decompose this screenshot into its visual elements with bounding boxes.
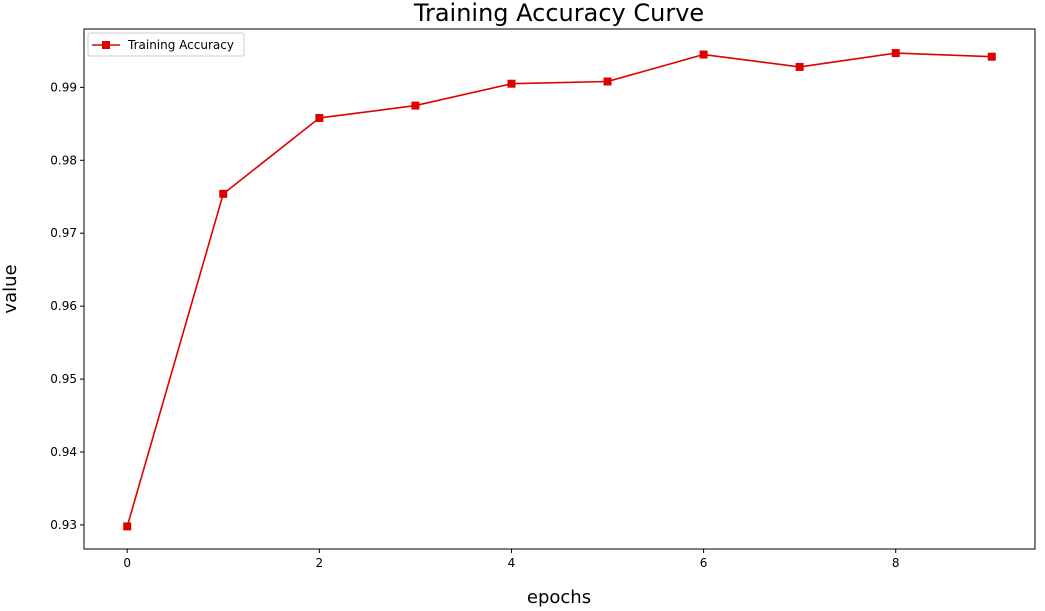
series-layer (123, 49, 996, 531)
data-point-marker (219, 189, 228, 198)
data-point-marker (123, 522, 132, 531)
data-point-marker (891, 49, 900, 58)
y-tick-label: 0.97 (50, 226, 77, 240)
y-tick-label: 0.93 (50, 518, 77, 532)
data-point-marker (603, 77, 612, 86)
data-point-marker (315, 113, 324, 122)
y-axis-label: value (0, 264, 21, 313)
data-point-marker (699, 50, 708, 59)
data-point-marker (411, 101, 420, 110)
y-axis-ticks: 0.93 0.94 0.95 0.96 0.97 0.98 0.99 (50, 80, 84, 532)
legend-box (87, 32, 245, 57)
y-tick-label: 0.94 (50, 445, 77, 459)
x-tick-label: 6 (700, 556, 708, 570)
x-tick-label: 4 (508, 556, 516, 570)
legend: Training Accuracy (87, 32, 245, 57)
chart-title: Training Accuracy Curve (413, 0, 704, 27)
x-axis-ticks: 0 2 4 6 8 (123, 549, 900, 570)
y-tick-label: 0.96 (50, 299, 77, 313)
y-tick-label: 0.99 (50, 80, 77, 94)
series-line (126, 52, 992, 527)
data-point-marker (507, 79, 516, 88)
x-axis-label: epochs (527, 587, 591, 608)
x-tick-label: 0 (123, 556, 131, 570)
legend-marker-square (102, 41, 110, 49)
data-point-marker (987, 52, 996, 61)
y-tick-label: 0.95 (50, 372, 77, 386)
y-tick-label: 0.98 (50, 153, 77, 167)
legend-label: Training Accuracy (127, 38, 234, 52)
plot-area-frame (83, 28, 1036, 550)
x-tick-label: 8 (892, 556, 900, 570)
data-point-marker (795, 62, 804, 71)
x-tick-label: 2 (316, 556, 324, 570)
